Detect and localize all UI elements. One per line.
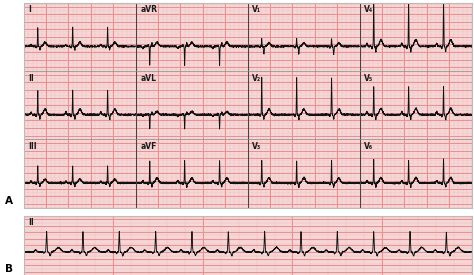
Text: II: II bbox=[28, 218, 34, 227]
Text: aVL: aVL bbox=[140, 74, 156, 83]
Text: V₂: V₂ bbox=[252, 74, 261, 83]
Text: aVF: aVF bbox=[140, 142, 156, 151]
Text: III: III bbox=[28, 142, 37, 151]
Text: B: B bbox=[5, 264, 13, 274]
Text: aVR: aVR bbox=[140, 6, 157, 15]
Text: I: I bbox=[28, 6, 31, 15]
Text: V₆: V₆ bbox=[364, 142, 373, 151]
Text: V₅: V₅ bbox=[364, 74, 374, 83]
Text: II: II bbox=[28, 74, 34, 83]
Text: V₁: V₁ bbox=[252, 6, 261, 15]
Text: A: A bbox=[5, 196, 13, 206]
Text: V₄: V₄ bbox=[364, 6, 374, 15]
Text: V₃: V₃ bbox=[252, 142, 261, 151]
